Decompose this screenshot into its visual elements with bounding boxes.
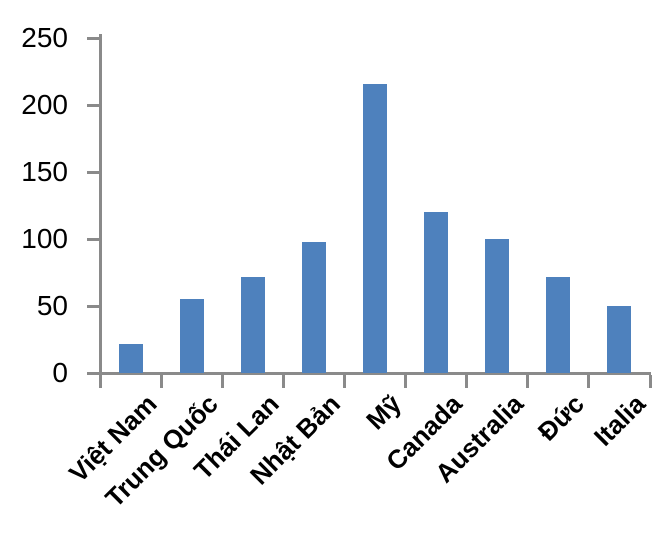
bar — [363, 83, 387, 373]
x-tick — [220, 375, 224, 388]
x-tick — [98, 375, 102, 388]
y-tick — [87, 37, 99, 40]
y-tick-label: 200 — [21, 89, 68, 120]
y-tick-label: 250 — [21, 22, 68, 53]
bar — [485, 239, 510, 373]
bar — [240, 276, 265, 373]
y-tick-label: 0 — [52, 357, 68, 388]
x-tick — [587, 375, 591, 388]
y-tick — [87, 238, 99, 241]
y-tick — [87, 104, 99, 107]
y-axis-line — [99, 34, 102, 377]
x-tick — [342, 375, 346, 388]
x-tick — [281, 375, 285, 388]
y-tick-label: 150 — [21, 156, 68, 187]
x-tick — [648, 375, 652, 388]
y-tick-label: 100 — [21, 223, 68, 254]
bar — [301, 241, 326, 373]
x-axis-label: Mỹ — [360, 388, 407, 436]
bar — [118, 343, 143, 373]
x-tick — [404, 375, 408, 388]
bar — [607, 306, 632, 373]
bar — [424, 212, 449, 373]
x-tick — [465, 375, 469, 388]
x-tick — [159, 375, 163, 388]
x-axis-label: Đức — [532, 388, 591, 447]
x-axis-label: Italia — [588, 388, 652, 452]
y-tick — [87, 372, 99, 375]
y-tick-label: 50 — [36, 290, 68, 321]
bar — [179, 299, 204, 373]
x-tick — [526, 375, 530, 388]
x-axis-line — [96, 372, 651, 375]
y-tick — [87, 171, 99, 174]
y-tick — [87, 305, 99, 308]
bar — [546, 276, 571, 373]
